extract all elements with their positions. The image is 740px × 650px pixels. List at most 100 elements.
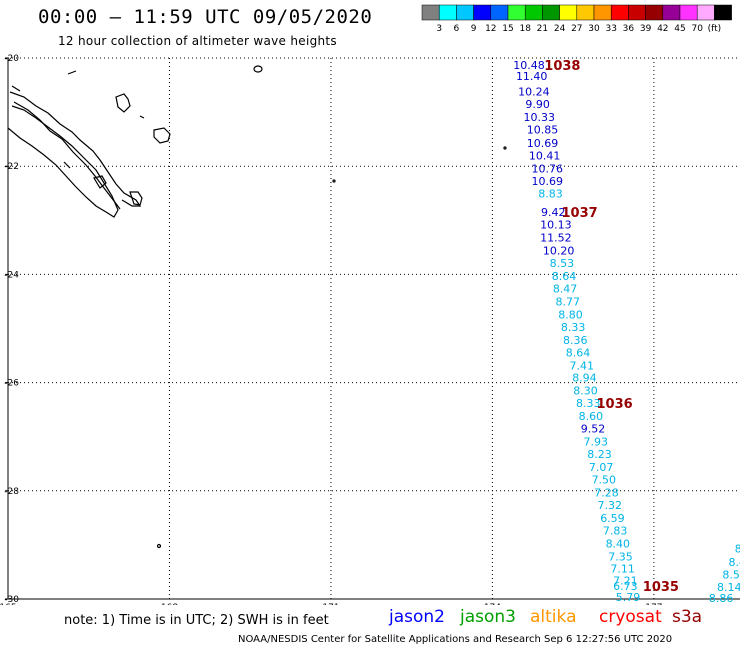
scale-label: 36 <box>623 24 635 34</box>
wave-height-point: 8. <box>735 543 740 556</box>
scale-swatch <box>473 4 492 21</box>
wave-height-point: 9.90 <box>525 98 550 111</box>
scale-label: 39 <box>640 24 652 34</box>
pressure-label: 1036 <box>596 397 632 412</box>
scale-label: 18 <box>519 24 531 34</box>
wave-height-point: 11.40 <box>516 70 548 83</box>
island-lifou <box>153 127 171 144</box>
wave-height-point: 6.59 <box>600 512 625 525</box>
scale-swatch <box>610 4 629 21</box>
island-mare <box>93 175 107 189</box>
wave-height-point: 10.33 <box>523 111 555 124</box>
wave-height-point: 8.36 <box>563 334 588 347</box>
wave-height-point: 7.50 <box>592 473 617 486</box>
scale-swatch <box>576 4 595 21</box>
scale-swatch <box>456 4 474 21</box>
scale-label: 30 <box>588 24 600 34</box>
wave-height-point: 10.20 <box>543 245 575 258</box>
wave-height-point: 8.40 <box>606 537 631 550</box>
coastline <box>7 65 507 549</box>
wave-height-point: 10.69 <box>532 175 564 188</box>
scale-label: 33 <box>605 24 616 34</box>
reef-north-3 <box>63 161 71 169</box>
wave-height-point: 10.41 <box>529 149 561 162</box>
wave-height-point: 10.85 <box>527 123 559 136</box>
scale-swatch <box>524 4 543 21</box>
wave-height-point: 7.28 <box>594 486 619 499</box>
wave-height-point: 8.60 <box>579 410 604 423</box>
wave-height-point: 6.73 <box>613 580 638 593</box>
island-ouvea <box>129 191 143 206</box>
scale-label: 21 <box>537 24 548 34</box>
wave-height-labels: 10.4811.4010.249.9010.3310.8510.6910.411… <box>513 59 740 605</box>
wave-height-point: 8.94 <box>572 372 597 385</box>
y-tick-label: -28 <box>4 487 19 497</box>
y-tick-label: -26 <box>4 379 19 389</box>
scale-swatch <box>421 4 440 21</box>
wave-height-point: 8.33 <box>561 321 586 334</box>
reef-north-1 <box>67 70 77 75</box>
pressure-label: 1038 <box>544 59 580 74</box>
y-tick-label: -24 <box>4 270 19 280</box>
scale-label: 27 <box>571 24 582 34</box>
scale-swatch <box>645 4 664 21</box>
color-scale-bar: 3 6 9 12 15 18 21 24 27 30 33 36 39 42 45 70 (ft) <box>421 4 732 34</box>
legend-jason3: jason3 <box>460 607 516 627</box>
scale-label: 6 <box>454 24 460 34</box>
scale-label: 70 <box>691 24 703 34</box>
wave-height-point: 8.53 <box>550 257 575 270</box>
pressure-label: 1035 <box>643 580 679 595</box>
wave-height-point: 8.64 <box>566 346 591 359</box>
island-matthew <box>156 543 162 549</box>
wave-height-point: 10.76 <box>532 162 564 175</box>
wave-height-point: 7.83 <box>603 524 628 537</box>
pressure-label: 1037 <box>562 206 598 221</box>
scale-swatch <box>696 4 715 21</box>
legend-s3a: s3a <box>672 607 703 627</box>
wave-height-point: 11.52 <box>540 232 572 245</box>
wave-height-point: 8.4 <box>729 556 740 569</box>
scale-label: 42 <box>657 24 668 34</box>
x-tick-label: 171 <box>322 603 339 605</box>
island-walpole <box>253 65 263 73</box>
scale-label: 45 <box>674 24 685 34</box>
reef-north-2 <box>11 85 21 92</box>
scale-swatch <box>507 4 526 21</box>
island-hunter <box>332 179 336 183</box>
scale-swatch <box>438 4 457 21</box>
wave-height-point: 7.21 <box>613 575 638 588</box>
island-norfolk <box>503 146 507 150</box>
scale-swatch <box>628 4 646 21</box>
wave-height-point: 8.33 <box>576 397 601 410</box>
wave-height-point: 8.83 <box>538 187 563 200</box>
wave-height-point: 8.59 <box>722 569 740 582</box>
island-chesterfield <box>115 93 131 113</box>
wave-height-point: 8.77 <box>556 295 581 308</box>
wave-height-point: 8.64 <box>552 270 577 283</box>
x-tick-label: 168 <box>161 603 178 605</box>
scale-swatch <box>559 4 578 21</box>
y-tick-label: -22 <box>4 162 19 172</box>
wave-height-point: 7.41 <box>570 359 595 372</box>
wave-height-point: 7.11 <box>610 563 635 576</box>
wave-height-point: 8.47 <box>553 282 578 295</box>
wave-height-point: 7.93 <box>584 436 609 449</box>
wave-height-point: 5.79 <box>616 591 641 604</box>
wave-height-point: 9.42 <box>541 206 566 219</box>
legend-altika: altika <box>530 607 577 627</box>
wave-height-point: 10.24 <box>518 86 550 99</box>
y-tick-label: -30 <box>4 595 19 605</box>
wave-height-point: 10.69 <box>527 137 559 150</box>
footer-credit: NOAA/NESDIS Center for Satellite Applica… <box>238 634 673 645</box>
x-tick-label: 174 <box>484 603 501 605</box>
x-tick-label: 177 <box>645 603 662 605</box>
coastline-new-caledonia-outer <box>7 105 119 218</box>
scale-swatch <box>679 4 698 21</box>
coastline-new-caledonia-east <box>9 91 142 207</box>
scale-swatch <box>542 4 560 21</box>
wave-height-point: 9.52 <box>581 423 606 436</box>
wave-height-point: 10.48 <box>513 59 545 72</box>
x-tick-label: 165 <box>0 603 17 605</box>
reef-north-4 <box>139 115 145 119</box>
